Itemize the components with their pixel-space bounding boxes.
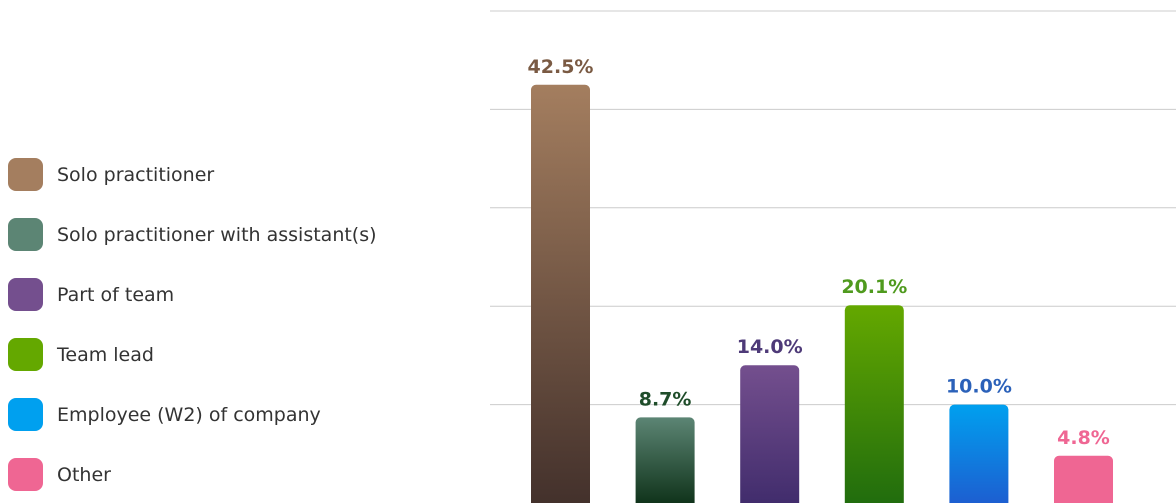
legend-swatch bbox=[8, 398, 43, 431]
legend-swatch bbox=[8, 278, 43, 311]
bar-2 bbox=[635, 417, 695, 503]
legend-item: Solo practitioner bbox=[8, 158, 214, 191]
legend-label: Solo practitioner with assistant(s) bbox=[57, 224, 377, 246]
bar-1 bbox=[531, 84, 590, 503]
legend-swatch bbox=[8, 458, 43, 491]
value-label: 8.7% bbox=[639, 388, 692, 410]
gridlines bbox=[490, 10, 1176, 406]
legend-item: Other bbox=[8, 458, 111, 491]
value-labels: 42.5% 8.7% 14.0% 20.1% 10.0% 4.8% bbox=[528, 56, 1110, 449]
value-label: 20.1% bbox=[841, 276, 907, 298]
legend-item: Employee (W2) of company bbox=[8, 398, 321, 431]
legend-label: Team lead bbox=[56, 344, 154, 366]
bar-5 bbox=[949, 404, 1009, 503]
legend-swatch bbox=[8, 218, 43, 251]
value-label: 42.5% bbox=[528, 56, 594, 78]
legend-label: Part of team bbox=[57, 284, 174, 306]
bars bbox=[531, 84, 1113, 503]
legend-label: Solo practitioner bbox=[57, 164, 214, 186]
legend: Solo practitioner Solo practitioner with … bbox=[8, 158, 377, 491]
legend-item: Team lead bbox=[8, 338, 154, 371]
legend-item: Solo practitioner with assistant(s) bbox=[8, 218, 377, 251]
legend-swatch bbox=[8, 338, 43, 371]
bar-3 bbox=[740, 365, 800, 503]
legend-swatch bbox=[8, 158, 43, 191]
value-label: 10.0% bbox=[946, 376, 1012, 398]
legend-item: Part of team bbox=[8, 278, 174, 311]
legend-label: Employee (W2) of company bbox=[57, 404, 321, 426]
value-label: 4.8% bbox=[1057, 427, 1110, 449]
bar-4 bbox=[844, 305, 904, 503]
value-label: 14.0% bbox=[737, 336, 803, 358]
legend-label: Other bbox=[57, 464, 111, 486]
bar-6 bbox=[1054, 455, 1113, 503]
